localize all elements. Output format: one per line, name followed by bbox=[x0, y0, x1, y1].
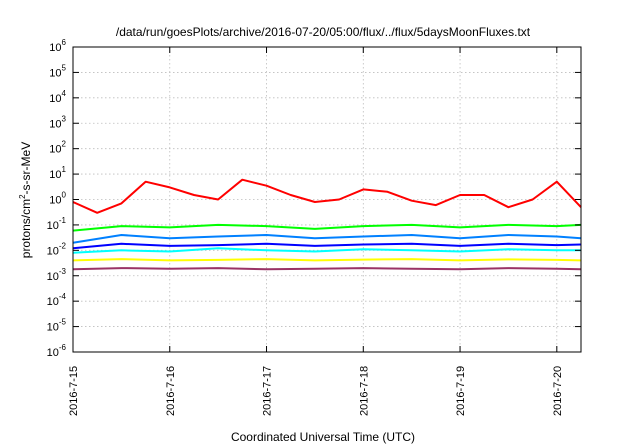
y-tick-label: 106 bbox=[49, 38, 66, 54]
y-tick-label: 10-3 bbox=[47, 267, 67, 283]
y-tick-label: 10-6 bbox=[47, 343, 67, 359]
y-axis-label: protons/cm2-s-sr-MeV bbox=[18, 142, 33, 258]
x-tick-label: 2016-7-17 bbox=[262, 366, 274, 416]
x-tick-labels: 2016-7-15 2016-7-16 2016-7-17 2016-7-18 2016… bbox=[68, 366, 564, 416]
series-line-5 bbox=[72, 258, 582, 262]
series-line-2 bbox=[72, 234, 582, 244]
x-tick-label: 2016-7-18 bbox=[358, 366, 370, 416]
y-tick-label: 10-4 bbox=[47, 292, 67, 308]
y-tick-label: 10-5 bbox=[47, 318, 67, 334]
x-tick-label: 2016-7-19 bbox=[455, 366, 467, 416]
y-tick-label: 102 bbox=[49, 140, 66, 156]
x-tick-label: 2016-7-15 bbox=[68, 366, 80, 416]
series-line-0 bbox=[72, 178, 582, 214]
x-axis-label: Coordinated Universal Time (UTC) bbox=[231, 430, 415, 444]
y-tick-label: 103 bbox=[49, 114, 66, 130]
series-line-4 bbox=[72, 242, 582, 250]
y-tick-label: 100 bbox=[49, 191, 66, 207]
series-line-6 bbox=[72, 267, 582, 271]
series-line-1 bbox=[72, 223, 582, 232]
y-tick-label: 10-2 bbox=[47, 241, 67, 257]
series-layer bbox=[72, 178, 582, 271]
ticks bbox=[72, 46, 581, 353]
y-tick-labels: 10-6 10-5 10-4 10-3 10-2 10-1 100 101 102 103 104 1… bbox=[47, 38, 67, 359]
y-tick-label: 10-1 bbox=[47, 216, 67, 232]
series-line-3 bbox=[72, 247, 581, 254]
grid bbox=[72, 46, 581, 353]
y-tick-label: 101 bbox=[49, 165, 66, 181]
y-tick-label: 104 bbox=[49, 89, 66, 105]
y-tick-label: 105 bbox=[49, 63, 66, 79]
x-tick-label: 2016-7-20 bbox=[552, 366, 564, 416]
chart-title: /data/run/goesPlots/archive/2016-07-20/0… bbox=[116, 25, 531, 39]
x-tick-label: 2016-7-16 bbox=[165, 366, 177, 416]
